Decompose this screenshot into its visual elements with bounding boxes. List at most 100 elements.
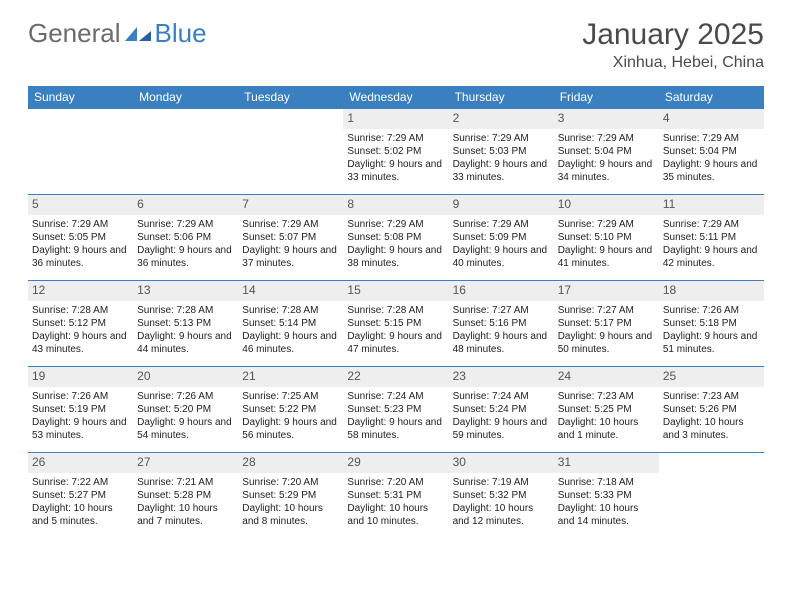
day-number: 29 — [343, 453, 448, 473]
calendar-cell: 8 Sunrise: 7:29 AMSunset: 5:08 PMDaylight… — [343, 195, 448, 281]
day-number-empty — [238, 109, 343, 129]
weekday-header: Saturday — [659, 86, 764, 109]
day-number: 16 — [449, 281, 554, 301]
day-number: 15 — [343, 281, 448, 301]
day-details: Sunrise: 7:26 AMSunset: 5:18 PMDaylight:… — [663, 304, 760, 356]
calendar-cell: 18 Sunrise: 7:26 AMSunset: 5:18 PMDayligh… — [659, 281, 764, 367]
header: General Blue January 2025 Xinhua, Hebei,… — [28, 18, 764, 72]
day-details: Sunrise: 7:29 AMSunset: 5:05 PMDaylight:… — [32, 218, 129, 270]
calendar-cell: 27Sunrise: 7:21 AMSunset: 5:28 PMDayligh… — [133, 453, 238, 539]
month-title: January 2025 — [582, 18, 764, 52]
day-details: Sunrise: 7:19 AMSunset: 5:32 PMDaylight:… — [453, 476, 550, 528]
calendar-cell: 17Sunrise: 7:27 AMSunset: 5:17 PMDayligh… — [554, 281, 659, 367]
brand-general: General — [28, 18, 121, 49]
weekday-header: Thursday — [449, 86, 554, 109]
calendar-row: 1 Sunrise: 7:29 AMSunset: 5:02 PMDaylight… — [28, 109, 764, 195]
day-details: Sunrise: 7:23 AMSunset: 5:26 PMDaylight:… — [663, 390, 760, 442]
day-details: Sunrise: 7:24 AMSunset: 5:23 PMDaylight:… — [347, 390, 444, 442]
calendar-row: 19Sunrise: 7:26 AMSunset: 5:19 PMDayligh… — [28, 367, 764, 453]
calendar-cell: 21 Sunrise: 7:25 AMSunset: 5:22 PMDayligh… — [238, 367, 343, 453]
calendar-cell: 16 Sunrise: 7:27 AMSunset: 5:16 PMDayligh… — [449, 281, 554, 367]
day-details: Sunrise: 7:28 AMSunset: 5:12 PMDaylight:… — [32, 304, 129, 356]
day-number: 28 — [238, 453, 343, 473]
day-details: Sunrise: 7:23 AMSunset: 5:25 PMDaylight:… — [558, 390, 655, 442]
day-number: 14 — [238, 281, 343, 301]
calendar-cell: 5Sunrise: 7:29 AMSunset: 5:05 PMDaylight… — [28, 195, 133, 281]
day-number: 6 — [133, 195, 238, 215]
day-number: 2 — [449, 109, 554, 129]
day-details: Sunrise: 7:25 AMSunset: 5:22 PMDaylight:… — [242, 390, 339, 442]
weekday-header: Monday — [133, 86, 238, 109]
day-details: Sunrise: 7:27 AMSunset: 5:16 PMDaylight:… — [453, 304, 550, 356]
day-details: Sunrise: 7:28 AMSunset: 5:13 PMDaylight:… — [137, 304, 234, 356]
day-details: Sunrise: 7:28 AMSunset: 5:15 PMDaylight:… — [347, 304, 444, 356]
day-details: Sunrise: 7:24 AMSunset: 5:24 PMDaylight:… — [453, 390, 550, 442]
weekday-header-row: Sunday Monday Tuesday Wednesday Thursday… — [28, 86, 764, 109]
day-number-empty — [28, 109, 133, 129]
day-number: 25 — [659, 367, 764, 387]
calendar-cell: 7 Sunrise: 7:29 AMSunset: 5:07 PMDaylight… — [238, 195, 343, 281]
sail-icon — [123, 25, 153, 43]
day-number: 23 — [449, 367, 554, 387]
day-number: 26 — [28, 453, 133, 473]
day-details: Sunrise: 7:26 AMSunset: 5:19 PMDaylight:… — [32, 390, 129, 442]
calendar-cell: 20 Sunrise: 7:26 AMSunset: 5:20 PMDayligh… — [133, 367, 238, 453]
calendar-body: 1 Sunrise: 7:29 AMSunset: 5:02 PMDaylight… — [28, 109, 764, 539]
day-number: 3 — [554, 109, 659, 129]
day-details: Sunrise: 7:29 AMSunset: 5:10 PMDaylight:… — [558, 218, 655, 270]
day-number: 1 — [343, 109, 448, 129]
calendar-cell: 29Sunrise: 7:20 AMSunset: 5:31 PMDayligh… — [343, 453, 448, 539]
day-details: Sunrise: 7:29 AMSunset: 5:07 PMDaylight:… — [242, 218, 339, 270]
day-number: 24 — [554, 367, 659, 387]
day-details: Sunrise: 7:29 AMSunset: 5:03 PMDaylight:… — [453, 132, 550, 184]
calendar-cell — [238, 109, 343, 195]
calendar-cell: 19Sunrise: 7:26 AMSunset: 5:19 PMDayligh… — [28, 367, 133, 453]
calendar-cell: 25 Sunrise: 7:23 AMSunset: 5:26 PMDayligh… — [659, 367, 764, 453]
calendar-cell: 12 Sunrise: 7:28 AMSunset: 5:12 PMDayligh… — [28, 281, 133, 367]
calendar-cell — [28, 109, 133, 195]
calendar-cell: 24 Sunrise: 7:23 AMSunset: 5:25 PMDayligh… — [554, 367, 659, 453]
day-number: 21 — [238, 367, 343, 387]
weekday-header: Sunday — [28, 86, 133, 109]
day-number: 9 — [449, 195, 554, 215]
calendar-cell: 3 Sunrise: 7:29 AMSunset: 5:04 PMDaylight… — [554, 109, 659, 195]
brand-logo: General Blue — [28, 18, 207, 49]
calendar-cell: 26Sunrise: 7:22 AMSunset: 5:27 PMDayligh… — [28, 453, 133, 539]
day-details: Sunrise: 7:18 AMSunset: 5:33 PMDaylight:… — [558, 476, 655, 528]
calendar-cell: 23 Sunrise: 7:24 AMSunset: 5:24 PMDayligh… — [449, 367, 554, 453]
day-details: Sunrise: 7:29 AMSunset: 5:02 PMDaylight:… — [347, 132, 444, 184]
calendar-cell: 31 Sunrise: 7:18 AMSunset: 5:33 PMDayligh… — [554, 453, 659, 539]
day-number: 8 — [343, 195, 448, 215]
calendar-cell: 13Sunrise: 7:28 AMSunset: 5:13 PMDayligh… — [133, 281, 238, 367]
day-details: Sunrise: 7:27 AMSunset: 5:17 PMDaylight:… — [558, 304, 655, 356]
day-details: Sunrise: 7:26 AMSunset: 5:20 PMDaylight:… — [137, 390, 234, 442]
calendar-cell: 2 Sunrise: 7:29 AMSunset: 5:03 PMDaylight… — [449, 109, 554, 195]
day-number: 18 — [659, 281, 764, 301]
day-details: Sunrise: 7:20 AMSunset: 5:29 PMDaylight:… — [242, 476, 339, 528]
brand-blue: Blue — [155, 18, 207, 49]
calendar-cell: 22 Sunrise: 7:24 AMSunset: 5:23 PMDayligh… — [343, 367, 448, 453]
location: Xinhua, Hebei, China — [582, 54, 764, 72]
day-number: 20 — [133, 367, 238, 387]
calendar-row: 26Sunrise: 7:22 AMSunset: 5:27 PMDayligh… — [28, 453, 764, 539]
weekday-header: Wednesday — [343, 86, 448, 109]
day-number: 22 — [343, 367, 448, 387]
day-number: 27 — [133, 453, 238, 473]
day-details: Sunrise: 7:29 AMSunset: 5:04 PMDaylight:… — [558, 132, 655, 184]
calendar-cell: 15 Sunrise: 7:28 AMSunset: 5:15 PMDayligh… — [343, 281, 448, 367]
day-number: 11 — [659, 195, 764, 215]
day-details: Sunrise: 7:29 AMSunset: 5:11 PMDaylight:… — [663, 218, 760, 270]
day-details: Sunrise: 7:29 AMSunset: 5:09 PMDaylight:… — [453, 218, 550, 270]
calendar-cell — [133, 109, 238, 195]
calendar-cell: 30Sunrise: 7:19 AMSunset: 5:32 PMDayligh… — [449, 453, 554, 539]
day-number: 12 — [28, 281, 133, 301]
calendar-table: Sunday Monday Tuesday Wednesday Thursday… — [28, 86, 764, 539]
calendar-row: 12 Sunrise: 7:28 AMSunset: 5:12 PMDayligh… — [28, 281, 764, 367]
day-number: 31 — [554, 453, 659, 473]
weekday-header: Friday — [554, 86, 659, 109]
day-details: Sunrise: 7:29 AMSunset: 5:08 PMDaylight:… — [347, 218, 444, 270]
day-number: 7 — [238, 195, 343, 215]
calendar-cell: 11 Sunrise: 7:29 AMSunset: 5:11 PMDayligh… — [659, 195, 764, 281]
calendar-cell: 14Sunrise: 7:28 AMSunset: 5:14 PMDayligh… — [238, 281, 343, 367]
calendar-row: 5Sunrise: 7:29 AMSunset: 5:05 PMDaylight… — [28, 195, 764, 281]
